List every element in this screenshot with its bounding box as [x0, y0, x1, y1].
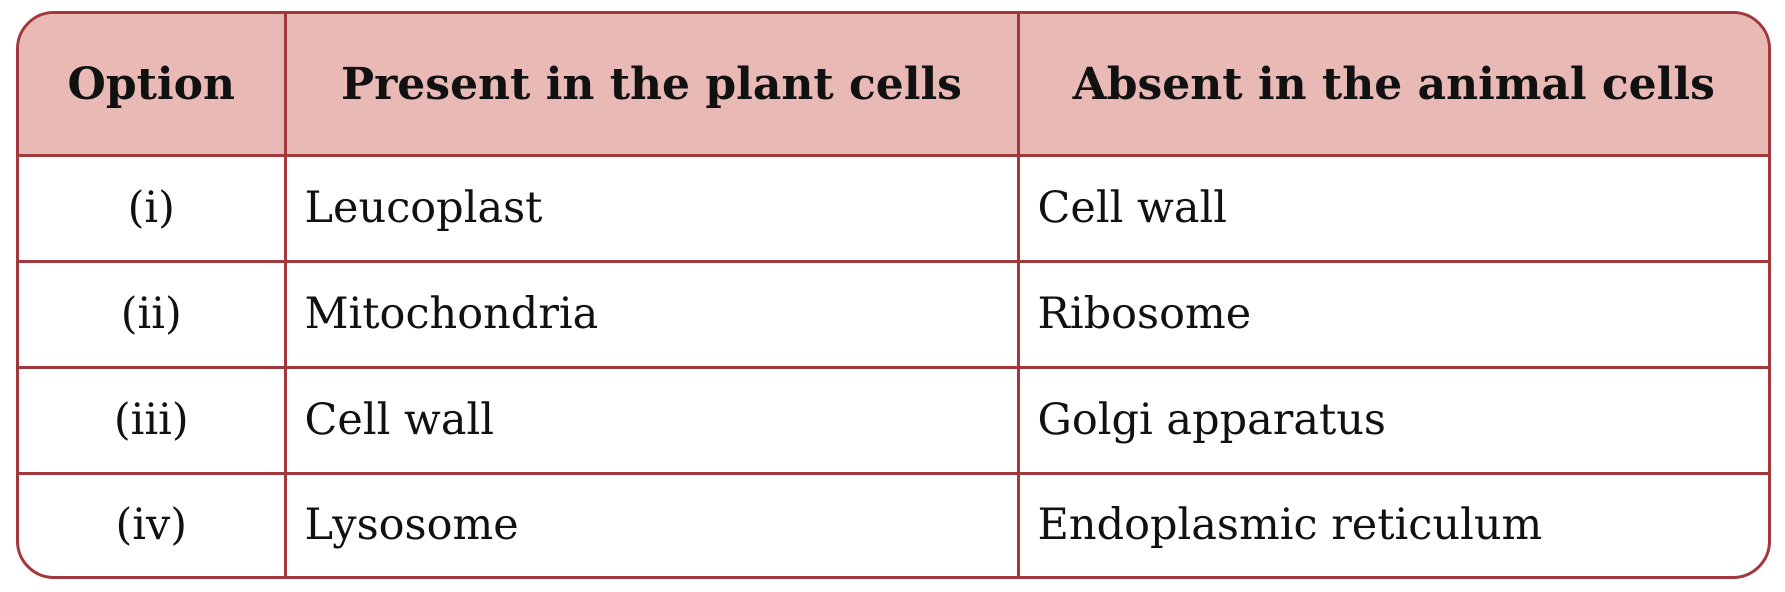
table-row: (i) Leucoplast Cell wall	[19, 154, 1768, 263]
table-body: (i) Leucoplast Cell wall (ii) Mitochondria Ri…	[19, 154, 1768, 576]
table-cell: Endoplasmic reticulum	[1016, 471, 1768, 576]
table-cell: Cell wall	[1016, 154, 1768, 263]
table-cell: Mitochondria	[283, 259, 1020, 369]
table-cell: Golgi apparatus	[1016, 365, 1768, 475]
table: Option Present in the plant cells Absent i…	[19, 14, 1768, 576]
table-cell: Leucoplast	[283, 154, 1020, 263]
table-cell: Cell wall	[283, 365, 1020, 475]
table-frame: Option Present in the plant cells Absent i…	[16, 11, 1771, 579]
table-row: (iv) Lysosome Endoplasmic reticulum	[19, 471, 1768, 576]
header-row: Option Present in the plant cells Absent i…	[19, 14, 1768, 157]
column-header: Absent in the animal cells	[1016, 14, 1768, 157]
table-cell: (iii)	[19, 365, 287, 475]
table-cell: Ribosome	[1016, 259, 1768, 369]
table-cell: (i)	[19, 154, 287, 263]
table-cell: (ii)	[19, 259, 287, 369]
table-cell: Lysosome	[283, 471, 1020, 576]
column-header: Option	[19, 14, 287, 157]
table-row: (ii) Mitochondria Ribosome	[19, 259, 1768, 369]
column-header: Present in the plant cells	[283, 14, 1020, 157]
table-row: (iii) Cell wall Golgi apparatus	[19, 365, 1768, 475]
table-cell: (iv)	[19, 471, 287, 576]
